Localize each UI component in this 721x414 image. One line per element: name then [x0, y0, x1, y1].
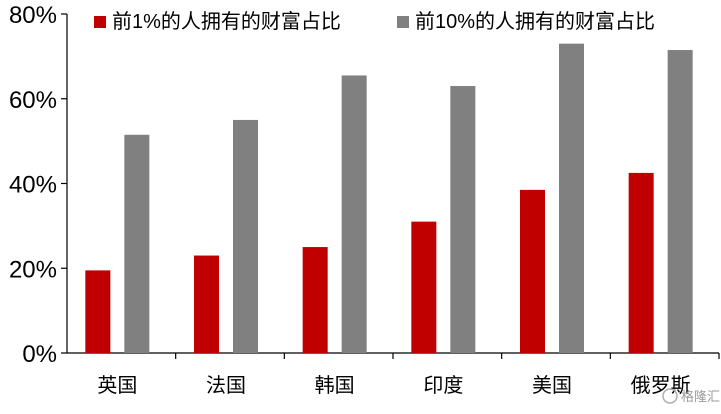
axes: 0% 20% 40% 60% 80% 英国 法国 韩国 印度 美国 俄罗斯: [9, 2, 720, 397]
bar-top1-2: [302, 247, 328, 353]
bar-top1-0: [85, 270, 111, 353]
bars: [85, 43, 693, 354]
x-tick-label: 英国: [97, 373, 137, 397]
bar-top10-0: [124, 134, 150, 353]
legend-swatch: [397, 16, 409, 28]
bar-top10-1: [233, 119, 258, 353]
watermark-text: 格隆汇: [681, 389, 720, 404]
legend-swatch: [94, 16, 106, 28]
bar-top1-1: [194, 255, 219, 353]
legend: 前1%的人拥有的财富占比 前10%的人拥有的财富占比: [94, 10, 655, 33]
x-tick-label: 美国: [532, 373, 572, 397]
bar-top10-3: [450, 86, 476, 353]
legend-label: 前10%的人拥有的财富占比: [415, 10, 655, 33]
bar-top1-3: [411, 221, 437, 353]
x-tick-label: 印度: [423, 373, 463, 397]
y-tick-label: 20%: [9, 256, 57, 283]
x-tick-label: 俄罗斯: [631, 373, 691, 397]
bar-top1-5: [628, 172, 654, 353]
y-tick-label: 40%: [9, 172, 57, 199]
x-tick-label: 法国: [206, 373, 246, 397]
bar-top1-4: [520, 189, 545, 353]
y-tick-label: 80%: [9, 2, 57, 29]
watermark: 格隆汇: [662, 388, 720, 404]
legend-label: 前1%的人拥有的财富占比: [112, 10, 341, 33]
bar-top10-5: [667, 50, 693, 354]
y-tick-label: 0%: [22, 341, 57, 368]
watermark-logo-icon: [662, 388, 678, 404]
x-tick-label: 韩国: [315, 373, 355, 397]
bar-top10-4: [559, 43, 584, 353]
y-tick-label: 60%: [9, 87, 57, 114]
bar-top10-2: [341, 75, 367, 353]
